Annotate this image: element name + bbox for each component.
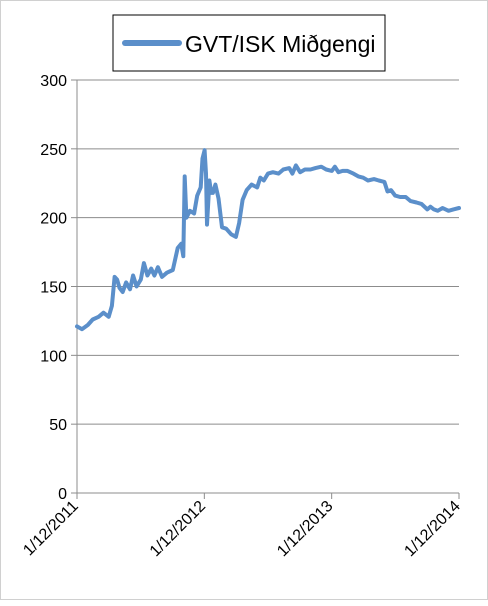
y-tick-labels: 0 50 100 150 200 250 300 <box>40 73 67 503</box>
y-tick-label: 50 <box>49 417 67 434</box>
series-lines <box>75 148 461 332</box>
y-tick-label: 0 <box>58 486 67 503</box>
axes <box>71 79 460 499</box>
y-tick-label: 300 <box>40 73 67 90</box>
y-tick-label: 250 <box>40 142 67 159</box>
x-tick-labels: 1/12/2011 1/12/2012 1/12/2013 1/12/2014 <box>20 498 464 560</box>
y-tick-label: 200 <box>40 211 67 228</box>
y-tick-label: 150 <box>40 280 67 297</box>
series-line <box>75 148 461 332</box>
gridlines <box>77 79 459 425</box>
x-tick-label: 1/12/2014 <box>401 498 463 560</box>
x-tick-label: 1/12/2011 <box>20 498 82 560</box>
x-tick-label: 1/12/2012 <box>147 498 209 560</box>
legend-series-label: GVT/ISK Miðgengi <box>185 31 375 57</box>
y-tick-label: 100 <box>40 348 67 365</box>
legend: GVT/ISK Miðgengi <box>112 14 386 72</box>
x-tick-label: 1/12/2013 <box>274 498 336 560</box>
